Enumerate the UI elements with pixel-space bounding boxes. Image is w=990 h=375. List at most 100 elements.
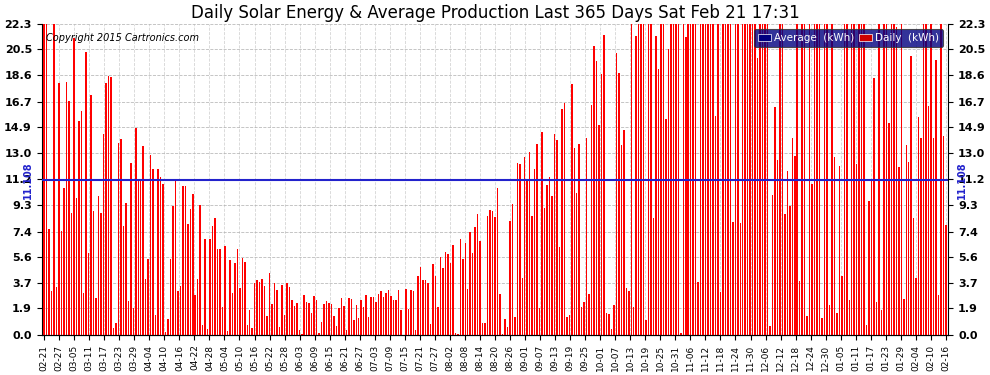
Bar xyxy=(242,258,244,335)
Bar xyxy=(767,24,768,335)
Bar xyxy=(316,300,318,335)
Bar xyxy=(358,318,359,335)
Bar xyxy=(93,211,94,335)
Bar xyxy=(353,320,354,335)
Bar xyxy=(548,177,550,335)
Bar xyxy=(202,325,203,335)
Bar xyxy=(344,306,345,335)
Bar xyxy=(544,208,545,335)
Bar xyxy=(794,156,796,335)
Bar xyxy=(735,24,736,335)
Bar xyxy=(856,164,857,335)
Bar xyxy=(65,82,67,335)
Bar xyxy=(487,216,488,335)
Bar xyxy=(777,160,778,335)
Bar xyxy=(251,328,253,335)
Bar xyxy=(824,24,826,335)
Bar xyxy=(326,301,328,335)
Bar xyxy=(301,334,303,335)
Bar xyxy=(393,300,394,335)
Bar xyxy=(542,132,543,335)
Bar xyxy=(395,300,397,335)
Bar xyxy=(264,286,265,335)
Bar xyxy=(514,317,516,335)
Bar xyxy=(286,284,288,335)
Bar xyxy=(271,304,273,335)
Bar xyxy=(388,290,389,335)
Bar xyxy=(438,307,439,335)
Bar xyxy=(529,152,531,335)
Bar xyxy=(177,291,178,335)
Bar xyxy=(408,309,409,335)
Bar xyxy=(690,24,691,335)
Bar xyxy=(128,301,129,335)
Bar xyxy=(425,280,427,335)
Bar xyxy=(606,313,607,335)
Bar xyxy=(784,214,786,335)
Bar xyxy=(851,24,852,335)
Bar xyxy=(522,278,523,335)
Bar xyxy=(212,226,213,335)
Bar xyxy=(641,24,642,335)
Bar xyxy=(744,24,745,335)
Bar xyxy=(715,116,716,335)
Bar xyxy=(603,35,605,335)
Bar xyxy=(945,225,946,335)
Bar xyxy=(435,276,437,335)
Bar xyxy=(645,320,646,335)
Bar xyxy=(259,282,260,335)
Bar xyxy=(799,280,801,335)
Bar xyxy=(717,24,719,335)
Bar xyxy=(49,229,50,335)
Bar xyxy=(380,291,382,335)
Text: 11.108: 11.108 xyxy=(23,161,33,199)
Bar xyxy=(219,249,221,335)
Bar xyxy=(737,24,739,335)
Bar xyxy=(650,24,651,335)
Bar xyxy=(896,27,897,335)
Bar xyxy=(807,316,808,335)
Bar xyxy=(593,45,595,335)
Bar xyxy=(789,206,791,335)
Bar xyxy=(410,290,412,335)
Bar xyxy=(279,327,280,335)
Bar xyxy=(309,303,310,335)
Bar xyxy=(70,213,72,335)
Bar xyxy=(276,290,278,335)
Bar xyxy=(413,291,414,335)
Bar xyxy=(751,24,753,335)
Bar xyxy=(657,69,659,335)
Bar xyxy=(732,222,734,335)
Bar xyxy=(782,24,783,335)
Bar xyxy=(130,163,132,335)
Bar xyxy=(192,194,193,335)
Bar xyxy=(730,24,731,335)
Bar xyxy=(53,24,54,335)
Bar xyxy=(145,279,147,335)
Bar xyxy=(667,50,669,335)
Bar xyxy=(281,285,283,335)
Bar xyxy=(167,318,168,335)
Bar xyxy=(373,297,374,335)
Bar xyxy=(938,295,940,335)
Bar xyxy=(355,306,357,335)
Bar xyxy=(240,288,241,335)
Bar xyxy=(350,299,352,335)
Bar xyxy=(509,221,511,335)
Bar xyxy=(918,117,920,335)
Bar xyxy=(551,196,552,335)
Bar xyxy=(512,204,513,335)
Bar xyxy=(182,186,183,335)
Bar xyxy=(583,302,585,335)
Bar xyxy=(234,263,236,335)
Bar xyxy=(911,56,912,335)
Bar xyxy=(80,111,82,335)
Bar xyxy=(108,76,109,335)
Bar xyxy=(769,326,771,335)
Bar xyxy=(197,279,198,335)
Bar xyxy=(464,243,466,335)
Bar xyxy=(346,330,347,335)
Bar xyxy=(254,283,255,335)
Bar xyxy=(88,253,89,335)
Text: Copyright 2015 Cartronics.com: Copyright 2015 Cartronics.com xyxy=(47,33,199,43)
